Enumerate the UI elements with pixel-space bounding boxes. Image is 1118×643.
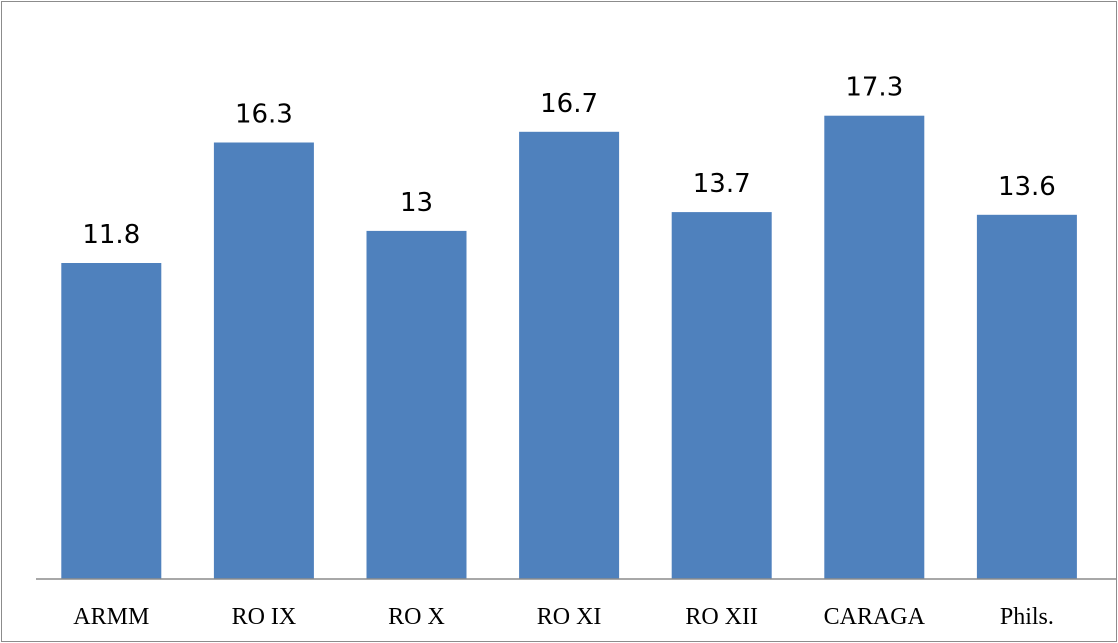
bar-phils [976, 214, 1077, 580]
data-label: 17.3 [845, 73, 903, 103]
x-tick-label: RO X [388, 604, 445, 630]
x-tick-label: RO IX [232, 604, 297, 630]
data-label: 16.3 [235, 100, 293, 130]
bars-layer [61, 115, 1077, 580]
x-tick-label: ARMM [73, 604, 149, 630]
data-label: 13.7 [693, 169, 751, 199]
bar-ro-x [366, 230, 467, 579]
bar-caraga [824, 115, 925, 579]
data-label: 13 [400, 188, 433, 218]
x-tick-label: Phils. [1000, 604, 1054, 630]
x-tick-label: RO XII [685, 604, 758, 630]
bar-ro-xii [671, 212, 772, 579]
bar-ro-ix [213, 142, 314, 579]
x-tick-label: RO XI [537, 604, 602, 630]
data-label: 16.7 [540, 89, 598, 119]
data-labels-layer: 11.8 16.3 13 16.7 13.7 17.3 13.6 [82, 73, 1055, 250]
bar-armm [61, 263, 162, 579]
x-tick-label: CARAGA [824, 604, 926, 630]
data-label: 11.8 [82, 220, 140, 250]
bar-ro-xi [519, 131, 620, 580]
data-label: 13.6 [998, 172, 1056, 202]
x-tick-labels-layer: ARMM RO IX RO X RO XI RO XII CARAGA Phils. [73, 604, 1054, 630]
